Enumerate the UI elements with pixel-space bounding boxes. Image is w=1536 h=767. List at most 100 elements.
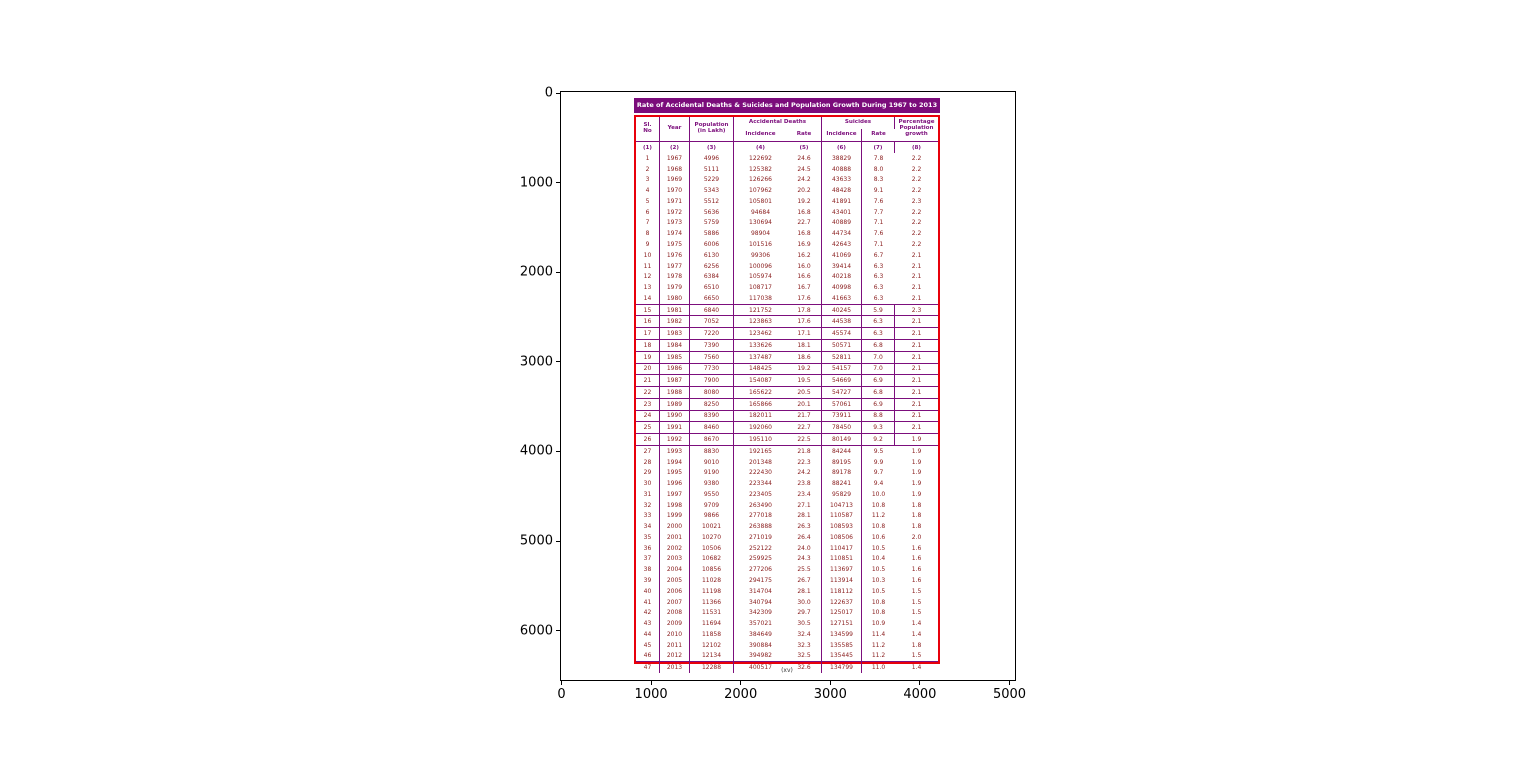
table-cell: 9190 xyxy=(690,467,734,479)
table-cell: 2004 xyxy=(660,564,690,576)
table-cell: 7052 xyxy=(690,316,734,328)
table-cell: 1995 xyxy=(660,467,690,479)
table-cell: 38829 xyxy=(822,153,862,164)
table-cell: 314704 xyxy=(749,587,772,595)
table-cell: 1983 xyxy=(660,328,690,340)
table-cell: 36 xyxy=(636,542,660,554)
table-cell: 135585 xyxy=(822,639,862,651)
table-cell: 2000 xyxy=(660,521,690,533)
table-cell: 26.4 xyxy=(787,532,822,543)
x-tick xyxy=(740,681,742,685)
table-cell: 2012 xyxy=(660,650,690,662)
table-cell: 8250 xyxy=(690,398,734,410)
plot-axes: Rate of Accidental Deaths & Suicides and… xyxy=(520,86,1026,702)
table-cell: 10.4 xyxy=(871,555,886,563)
table-cell: 2.1 xyxy=(911,318,922,326)
table-cell: 1980 xyxy=(660,292,690,304)
table-cell: 1.4 xyxy=(911,664,922,672)
table-cell: 1970 xyxy=(660,185,690,197)
x-tick xyxy=(919,681,921,685)
table-cell: 10.5 xyxy=(871,587,886,595)
table-cell: 1984 xyxy=(660,340,690,351)
table-cell: 6510 xyxy=(690,282,734,293)
table-cell: 1993 xyxy=(660,445,690,457)
table-cell: 6384 xyxy=(690,271,734,283)
table-cell: 1974 xyxy=(660,228,690,240)
column-number: (4) xyxy=(755,144,765,151)
table-row: 35 2001 10270 271019 26.4 108506 10.6 2.0 xyxy=(636,532,938,543)
table-cell: 8.0 xyxy=(873,165,884,173)
table-cell: 95829 xyxy=(822,488,862,500)
table-cell: 125017 xyxy=(822,607,862,619)
table-cell: 30 xyxy=(636,478,660,489)
table-cell: 9.9 xyxy=(873,458,884,466)
table-cell: 1989 xyxy=(660,398,690,410)
table-cell: 5636 xyxy=(690,206,734,218)
table-cell: 2.2 xyxy=(911,208,922,216)
table-cell: 54157 xyxy=(822,363,862,375)
table-cell: 10021 xyxy=(690,521,734,533)
table-cell: 1976 xyxy=(660,249,690,261)
table-title-bar: Rate of Accidental Deaths & Suicides and… xyxy=(634,98,940,113)
table-row: 40 2006 11198 314704 28.1 118112 10.5 1.5 xyxy=(636,585,938,597)
table-cell: 113697 xyxy=(822,564,862,576)
table-cell: 23.8 xyxy=(787,478,822,489)
header-su-incidence: Incidence xyxy=(822,129,862,141)
table-cell: 394982 xyxy=(749,652,772,660)
table-cell: 1.5 xyxy=(911,652,922,660)
table-cell: 26.3 xyxy=(787,521,822,533)
table-row: 4 1970 5343 107962 20.2 48428 9.1 2.2 xyxy=(636,185,938,197)
table-cell: 22.7 xyxy=(787,217,822,229)
table-cell: 1988 xyxy=(660,387,690,398)
table-cell: 117038 xyxy=(749,294,772,302)
table-cell: 17 xyxy=(636,328,660,340)
table-cell: 154087 xyxy=(749,377,772,385)
table-cell: 27.1 xyxy=(787,499,822,511)
table-cell: 6.7 xyxy=(873,251,884,259)
scanned-table-page: Rate of Accidental Deaths & Suicides and… xyxy=(634,98,940,674)
table-cell: 271019 xyxy=(749,533,772,541)
table-cell: 1979 xyxy=(660,282,690,293)
table-cell: 7.1 xyxy=(873,241,884,248)
table-cell: 390884 xyxy=(749,641,772,649)
table-cell: 1.6 xyxy=(911,566,922,574)
table-cell: 6.8 xyxy=(862,387,895,398)
table-cell: 2.3 xyxy=(911,197,922,205)
table-cell: 357021 xyxy=(749,620,772,628)
table-cell: 84244 xyxy=(822,445,862,457)
table-cell: 8460 xyxy=(690,422,734,434)
table-cell: 39 xyxy=(636,575,660,586)
table-cell: 6130 xyxy=(690,249,734,261)
table-cell: 40 xyxy=(636,585,660,597)
column-number: (8) xyxy=(911,144,921,151)
table-cell: 10.8 xyxy=(871,523,886,531)
table-row: 7 1973 5759 130694 22.7 40889 7.1 2.2 xyxy=(636,217,938,229)
column-number: (5) xyxy=(787,142,822,153)
table-row: 27 1993 8830 192165 21.8 84244 9.5 1.9 xyxy=(636,444,938,457)
table-cell: 5343 xyxy=(690,185,734,197)
column-number: (1) xyxy=(636,142,660,153)
table-cell: 137487 xyxy=(749,353,772,361)
table-cell: 46 xyxy=(636,650,660,662)
table-cell: 1985 xyxy=(660,351,690,363)
table-cell: 1.9 xyxy=(911,480,922,488)
table-cell: 37 xyxy=(636,553,660,565)
table-cell: 11531 xyxy=(690,607,734,619)
table-row: 36 2002 10506 252122 24.0 110417 10.5 1.6 xyxy=(636,542,938,554)
table-cell: 135445 xyxy=(822,650,862,662)
table-cell: 7220 xyxy=(690,328,734,340)
table-cell: 1999 xyxy=(660,510,690,522)
table-cell: 41 xyxy=(636,596,660,608)
table-cell: 5111 xyxy=(690,163,734,175)
table-cell: 277206 xyxy=(749,566,772,574)
table-row: 10 1976 6130 99306 16.2 41069 6.7 2.1 xyxy=(636,249,938,261)
table-cell: 108593 xyxy=(822,521,862,533)
table-cell: 104713 xyxy=(822,499,862,511)
table-cell: 17.6 xyxy=(787,292,822,304)
table-row: 22 1988 8080 165622 20.5 54727 6.8 2.1 xyxy=(636,386,938,398)
table-cell: 35 xyxy=(636,532,660,543)
table-cell: 24.2 xyxy=(787,467,822,479)
table-cell: 118112 xyxy=(822,585,862,597)
table-cell: 22 xyxy=(636,387,660,398)
table-cell: 11028 xyxy=(690,575,734,586)
